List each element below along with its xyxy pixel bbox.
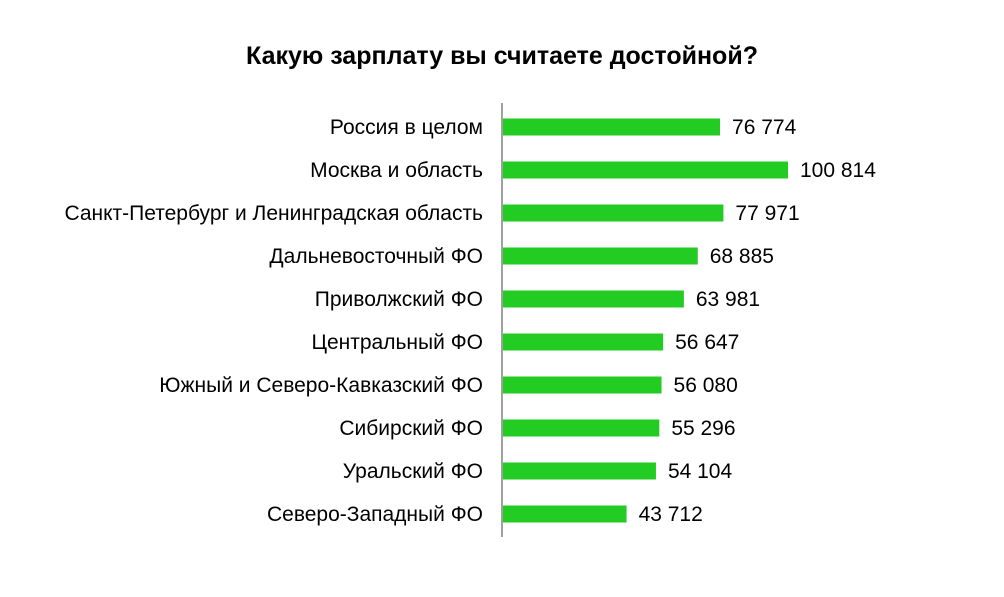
category-label: Северо-Западный ФО [267,503,483,526]
bar-row: Уральский ФО 54 104 [343,460,733,483]
bar [503,419,660,437]
chart-title: Какую зарплату вы считаете достойной? [246,42,758,70]
value-label: 68 885 [710,245,774,268]
bar [503,290,684,308]
bar-row: Дальневосточный ФО 68 885 [269,245,774,268]
value-label: 54 104 [668,460,733,483]
bar [503,462,656,480]
bar-row: Россия в целом 76 774 [330,116,797,139]
category-label: Санкт-Петербург и Ленинградская область [64,202,483,225]
category-label: Россия в целом [330,116,483,139]
bar [503,376,662,394]
bar [503,118,721,136]
bars-layer: Россия в целом 76 774 Москва и область 100 … [64,116,876,526]
bar-row: Приволжский ФО 63 981 [315,288,760,311]
category-label: Южный и Северо-Кавказский ФО [159,374,483,397]
value-label: 56 647 [675,331,739,354]
category-label: Сибирский ФО [339,417,483,440]
bar [503,161,788,179]
bar-row: Южный и Северо-Кавказский ФО 56 080 [159,374,737,397]
bar [503,247,698,265]
value-label: 100 814 [800,159,876,182]
bar [503,333,664,351]
category-label: Уральский ФО [343,460,483,483]
value-label: 63 981 [696,288,760,311]
bar-row: Центральный ФО 56 647 [311,331,739,354]
value-label: 56 080 [674,374,738,397]
bar-row: Москва и область 100 814 [310,159,876,182]
value-label: 55 296 [671,417,735,440]
bar-row: Сибирский ФО 55 296 [339,417,735,440]
value-label: 76 774 [732,116,797,139]
category-label: Приволжский ФО [315,288,483,311]
bar-row: Северо-Западный ФО 43 712 [267,503,703,526]
value-label: 43 712 [639,503,703,526]
bar [503,505,627,523]
category-label: Москва и область [310,159,483,182]
category-label: Центральный ФО [311,331,483,354]
category-label: Дальневосточный ФО [269,245,483,268]
bar [503,204,724,222]
value-label: 77 971 [735,202,799,225]
bar-row: Санкт-Петербург и Ленинградская область 7… [64,202,799,225]
